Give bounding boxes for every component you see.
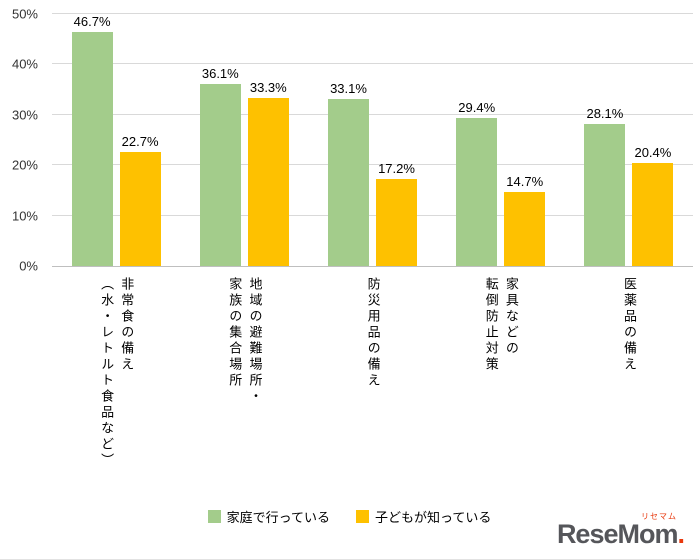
category-cell: 家具などの 転倒防止対策 [437, 277, 565, 505]
bar-value-label: 33.3% [249, 80, 287, 96]
category-label: 医薬品の備え [621, 277, 637, 373]
bar-group: 33.1% 17.2% [308, 14, 436, 266]
bar-series-1 [632, 163, 674, 266]
gridline [52, 164, 693, 166]
y-tick-label: 0% [19, 258, 38, 274]
bar-value-label: 20.4% [634, 145, 672, 161]
category-label: 非常食の備え （水・レトルト食品など） [99, 277, 135, 469]
category-cell: 医薬品の備え [565, 277, 693, 505]
y-tick-label: 40% [11, 56, 38, 72]
gridline [52, 13, 693, 14]
category-cell: 非常食の備え （水・レトルト食品など） [52, 277, 180, 505]
bar-value-label: 36.1% [201, 66, 239, 82]
resemom-logo: リセマム ReseMom. [556, 513, 685, 549]
category-cell: 地域の避難場所・ 家族の集合場所 [180, 277, 308, 505]
bar-column: 29.4% [456, 14, 498, 266]
bar-value-label: 29.4% [458, 99, 496, 115]
bar-column: 22.7% [119, 14, 161, 266]
bar-series-1 [504, 191, 546, 266]
bar-series-0 [456, 117, 498, 266]
y-tick-label: 50% [11, 6, 38, 22]
logo-wordmark: ReseMom [556, 519, 679, 549]
plot-area: 46.7% 22.7% 36.1% 33.3% 33.1% 17.2% 29.4% 14.7%… [52, 13, 693, 267]
bar-column: 14.7% [504, 14, 546, 266]
y-tick-label: 30% [11, 107, 38, 123]
bar-series-1 [247, 98, 289, 266]
bar-column: 28.1% [584, 14, 626, 266]
legend-swatch [356, 510, 369, 523]
gridline [52, 214, 693, 216]
logo-dot: . [677, 519, 685, 549]
bar-column: 33.3% [247, 14, 289, 266]
bar-value-label: 33.1% [330, 81, 367, 97]
bar-group: 46.7% 22.7% [52, 14, 180, 266]
bar-column: 46.7% [71, 14, 113, 266]
bar-groups: 46.7% 22.7% 36.1% 33.3% 33.1% 17.2% 29.4% 14.7%… [52, 14, 693, 266]
y-axis: 0% 10% 20% 30% 40% 50% [6, 7, 44, 274]
bar-column: 36.1% [199, 14, 241, 266]
bar-series-1 [119, 151, 161, 266]
legend: 家庭で行っている 子どもが知っている [6, 507, 693, 526]
bar-series-1 [376, 179, 417, 266]
plot-row: 0% 10% 20% 30% 40% 50% 46.7% 22.7% 36.1% 33.3% 33… [6, 7, 693, 274]
category-axis: 非常食の備え （水・レトルト食品など） 地域の避難場所・ 家族の集合場所 防災用品の… [52, 277, 693, 505]
y-tick-label: 10% [11, 208, 38, 224]
category-label: 防災用品の備え [365, 277, 381, 389]
bar-group: 36.1% 33.3% [180, 14, 308, 266]
category-label: 地域の避難場所・ 家族の集合場所 [227, 277, 263, 405]
bar-group: 29.4% 14.7% [437, 14, 565, 266]
legend-label: 家庭で行っている [226, 510, 330, 525]
logo-katakana-text: リセマム [641, 512, 677, 521]
gridline [52, 63, 693, 65]
bar-value-label: 22.7% [121, 133, 159, 149]
legend-item: 家庭で行っている [207, 507, 330, 526]
category-cell: 防災用品の備え [308, 277, 436, 505]
gridline [52, 113, 693, 115]
bar-series-0 [71, 32, 113, 266]
legend-item: 子どもが知っている [356, 507, 491, 526]
bar-value-label: 46.7% [73, 14, 111, 29]
bar-column: 17.2% [376, 14, 417, 266]
bar-value-label: 14.7% [506, 173, 544, 189]
bar-value-label: 28.1% [586, 106, 624, 122]
bar-series-0 [199, 84, 241, 266]
bar-value-label: 17.2% [378, 161, 415, 177]
y-tick-label: 20% [11, 157, 38, 173]
bar-series-0 [328, 99, 369, 266]
grouped-bar-chart: 0% 10% 20% 30% 40% 50% 46.7% 22.7% 36.1% 33.3% 33… [6, 7, 693, 526]
legend-label: 子どもが知っている [375, 510, 492, 525]
bar-series-0 [584, 124, 626, 266]
bar-column: 20.4% [632, 14, 674, 266]
legend-swatch [207, 510, 221, 523]
category-label: 家具などの 転倒防止対策 [483, 277, 519, 373]
bar-group: 28.1% 20.4% [565, 14, 693, 266]
bar-column: 33.1% [328, 14, 369, 266]
